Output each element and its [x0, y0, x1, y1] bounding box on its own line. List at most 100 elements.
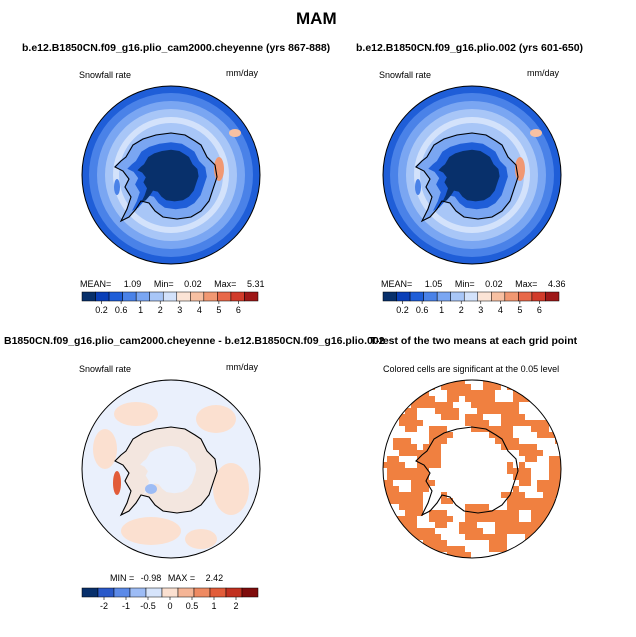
significant-cell	[519, 480, 525, 486]
significant-cell	[555, 402, 561, 408]
significant-cell	[489, 390, 495, 396]
significant-cell	[477, 414, 483, 420]
significant-cell	[405, 444, 411, 450]
mean-value: 1.09	[123, 279, 142, 289]
significant-cell	[471, 420, 477, 426]
significant-cell	[383, 498, 387, 504]
significant-cell	[429, 552, 435, 558]
colorbar-cell	[382, 291, 397, 302]
significant-cell	[489, 402, 495, 408]
significant-cell	[561, 378, 567, 384]
significant-cell	[393, 390, 399, 396]
colorbar-cell	[193, 587, 211, 598]
significant-cell	[417, 510, 423, 516]
significant-cell	[513, 414, 519, 420]
significant-cell	[513, 498, 519, 504]
panel-title-top-right: b.e12.B1850CN.f09_g16.plio.002 (yrs 601-…	[356, 42, 584, 54]
significant-cell	[423, 462, 429, 468]
significant-cell	[411, 504, 417, 510]
significant-cell	[405, 426, 411, 432]
significant-cell	[561, 522, 567, 528]
units-label-bottom-left: mm/day	[226, 362, 259, 372]
significant-cell	[465, 396, 471, 402]
significant-cell	[513, 396, 519, 402]
significant-cell	[399, 390, 405, 396]
significant-cell	[429, 396, 435, 402]
significant-cell	[555, 408, 561, 414]
significant-cell	[405, 510, 411, 516]
significant-cell	[441, 414, 447, 420]
units-label-top-left: mm/day	[226, 68, 259, 78]
polar-map-top-left	[81, 85, 261, 265]
significant-cell	[447, 402, 453, 408]
significant-cell	[471, 396, 477, 402]
significant-cell	[399, 462, 405, 468]
significant-cell	[489, 396, 495, 402]
significant-cell	[393, 444, 399, 450]
significant-cell	[513, 504, 519, 510]
polar-map-bottom-left	[81, 379, 261, 559]
significant-cell	[471, 522, 477, 528]
significant-cell	[555, 468, 561, 474]
significant-cell	[555, 552, 561, 558]
colorbar-cell	[122, 291, 137, 302]
significant-cell	[399, 504, 405, 510]
colorbar-tick-label: 1	[211, 601, 216, 611]
significant-cell	[417, 528, 423, 534]
significant-cell	[531, 426, 537, 432]
significant-cell	[465, 414, 471, 420]
significant-cell	[519, 462, 525, 468]
significant-cell	[399, 380, 405, 384]
colorbar-cell	[149, 291, 164, 302]
significant-cell	[495, 402, 501, 408]
colorbar-cell	[518, 291, 533, 302]
significant-cell	[387, 390, 393, 396]
significant-cell	[561, 444, 567, 450]
significant-cell	[543, 480, 549, 486]
colorbar-cell	[162, 291, 178, 302]
positive-anomaly	[114, 402, 158, 426]
significant-cell	[519, 504, 525, 510]
map-border	[382, 379, 562, 559]
significant-cell	[495, 438, 501, 444]
significant-cell	[411, 390, 417, 396]
significant-cell	[441, 540, 447, 546]
min-label: Min=	[153, 279, 174, 289]
colorbar-cell	[97, 587, 115, 598]
significant-cell	[441, 516, 447, 522]
positive-anomaly	[93, 429, 117, 469]
significant-cell	[429, 444, 435, 450]
significant-cell	[405, 396, 411, 402]
colorbar-cell	[230, 291, 245, 302]
significant-cell	[555, 558, 561, 564]
significant-cell	[489, 516, 495, 522]
significant-cell	[465, 522, 471, 528]
significant-cell	[383, 510, 387, 516]
significant-cell	[537, 432, 543, 438]
significant-cell	[513, 402, 519, 408]
significant-cell	[435, 380, 441, 384]
positive-anomaly	[213, 463, 249, 515]
significant-cell	[549, 384, 555, 390]
significant-cell	[507, 516, 513, 522]
significant-cell	[513, 390, 519, 396]
min-label: MIN =	[110, 573, 135, 583]
significant-cell	[489, 534, 495, 540]
polar-map-bottom-right	[382, 379, 562, 559]
colorbar-tick-label: 5	[216, 305, 221, 315]
significant-cell	[417, 468, 423, 474]
significant-cell	[489, 546, 495, 552]
significant-cell	[501, 522, 507, 528]
colorbar-tick-label: 2	[233, 601, 238, 611]
significant-cell	[549, 402, 555, 408]
colorbar-cell	[436, 291, 451, 302]
colorbar-cell	[176, 291, 191, 302]
significant-cell	[489, 384, 495, 390]
positive-anomaly	[121, 517, 181, 545]
significant-cell	[459, 558, 465, 564]
max-label: Max=	[515, 279, 538, 289]
significant-cell	[399, 534, 405, 540]
significant-cell	[383, 432, 387, 438]
significant-cell	[423, 528, 429, 534]
significant-cell	[399, 444, 405, 450]
